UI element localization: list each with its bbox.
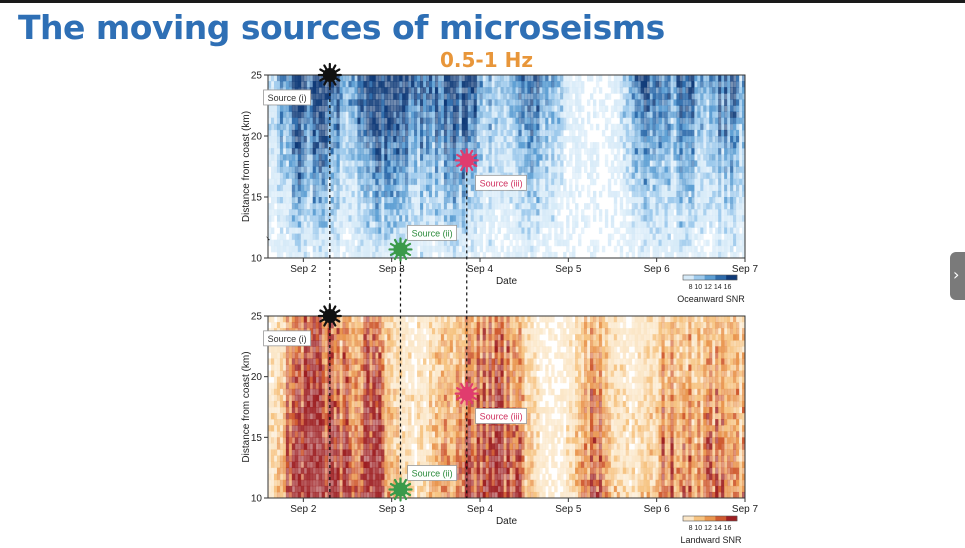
source-label-box [475, 174, 527, 191]
source-label-box [475, 408, 527, 424]
x-tick-label: Sep 6 [644, 264, 671, 275]
x-axis-label: Date [496, 516, 518, 527]
plot-frame [267, 315, 746, 499]
x-tick-label: Sep 2 [290, 264, 317, 275]
x-tick-label: Sep 3 [379, 504, 406, 515]
x-tick-label: Sep 3 [379, 264, 406, 275]
y-tick-label: 15 [251, 433, 263, 444]
source-label-box [263, 330, 311, 347]
colorbar-ticks: 8 10 12 14 16 [689, 284, 732, 291]
source-marker-icon [317, 303, 342, 329]
top-border [0, 0, 965, 3]
colorbar-swatch [715, 516, 727, 521]
colorbar-label: Oceanward SNR [677, 294, 745, 304]
y-tick-label: 15 [251, 193, 263, 204]
x-tick-label: Sep 4 [467, 504, 494, 515]
colorbar-swatch [715, 275, 727, 280]
colorbar-landward: 8 10 12 14 16 Landward SNR [680, 515, 742, 545]
colorbar-swatch [704, 275, 716, 280]
y-axis-label: Distance from coast (km) [241, 351, 252, 462]
x-axis-label: Date [496, 276, 518, 287]
chevron-right-icon: › [953, 265, 960, 284]
colorbar-swatch [726, 516, 738, 521]
colorbar-ticks: 8 10 12 14 16 [689, 525, 732, 532]
panel-landward: 10 15 20 25 Sep 2 Sep 3 Sep 4 Sep 5 Sep 6 Sep 7 Da… [241, 312, 759, 546]
source-label-3: Source (iii) [480, 178, 523, 188]
cursor-icon [266, 236, 270, 241]
source-marker-icon [388, 477, 413, 502]
colorbar-label: Landward SNR [680, 535, 742, 545]
next-slide-tab[interactable]: › [950, 252, 965, 300]
source-label-1: Source (i) [268, 334, 307, 344]
slide-title: The moving sources of microseisms [18, 8, 665, 47]
colorbar-oceanward: 8 10 12 14 16 Oceanward SNR [677, 274, 745, 304]
source-label-3: Source (iii) [480, 411, 523, 421]
source-marker-icon [317, 62, 342, 88]
source-label-2: Source (ii) [412, 228, 453, 238]
source-label-box [407, 224, 457, 241]
source-label-box [263, 89, 311, 106]
x-tick-label: Sep 7 [732, 504, 759, 515]
colorbar-swatch [683, 516, 695, 521]
x-tick-label: Sep 5 [555, 264, 582, 275]
source-label-1: Source (i) [268, 93, 307, 103]
source-marker-icon [454, 148, 479, 173]
colorbar-frame [682, 274, 738, 281]
heatmap-landward [268, 316, 746, 499]
colorbar-swatch [693, 275, 705, 280]
y-axis-label: Distance from coast (km) [241, 111, 252, 222]
panel-oceanward: 10 15 20 25 Sep 2 Sep 3 Sep 4 Sep 5 Sep 6 Sep 7 Da… [241, 71, 759, 305]
y-tick-label: 25 [251, 312, 263, 323]
x-tick-label: Sep 2 [290, 504, 317, 515]
source-guide-lines [329, 75, 468, 498]
source-marker-icon [454, 381, 479, 406]
frequency-band-label: 0.5-1 Hz [440, 48, 533, 72]
y-tick-label: 10 [251, 254, 263, 265]
x-tick-label: Sep 6 [644, 504, 671, 515]
y-tick-label: 20 [251, 372, 263, 383]
colorbar-swatch [726, 275, 738, 280]
colorbar-swatch [704, 516, 716, 521]
y-tick-label: 10 [251, 494, 263, 505]
y-tick-label: 20 [251, 132, 263, 143]
x-tick-label: Sep 7 [732, 264, 759, 275]
heatmap-oceanward [268, 75, 746, 259]
source-marker-icon [388, 237, 413, 262]
x-tick-label: Sep 4 [467, 264, 494, 275]
y-tick-label: 25 [251, 71, 263, 82]
colorbar-frame [682, 515, 738, 522]
source-label-2: Source (ii) [412, 469, 453, 479]
colorbar-swatch [683, 275, 695, 280]
x-tick-label: Sep 5 [555, 504, 582, 515]
source-label-box [407, 465, 457, 481]
plot-frame [267, 74, 746, 259]
colorbar-swatch [693, 516, 705, 521]
